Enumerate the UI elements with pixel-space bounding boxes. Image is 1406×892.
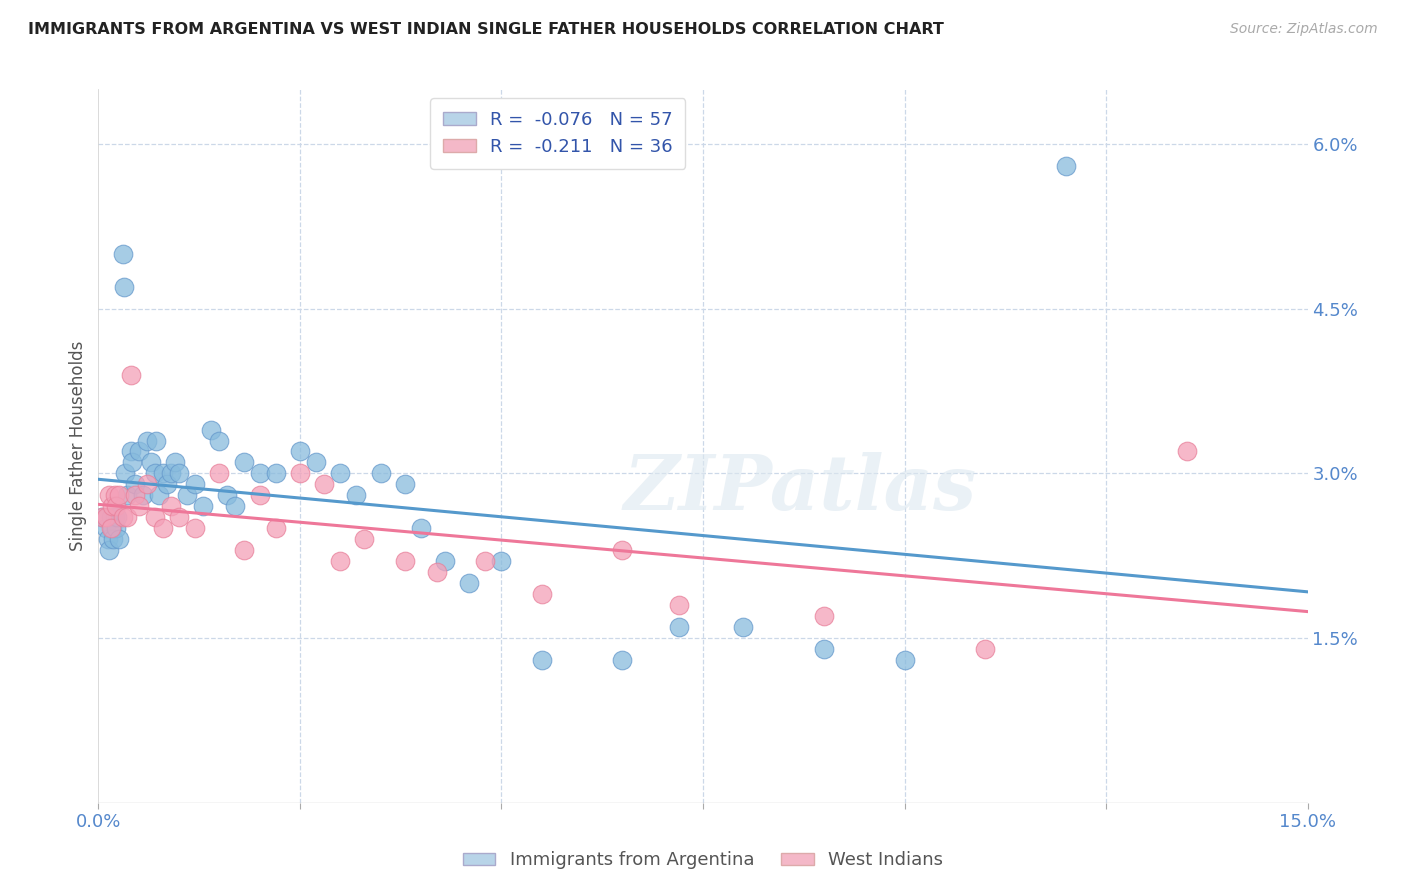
Point [103, 510, 125, 524]
Point [124, 488, 146, 502]
Point [249, 488, 271, 502]
Point [91, 510, 114, 524]
Point [530, 653, 553, 667]
Point [143, 467, 166, 481]
Point [370, 467, 392, 481]
Point [612, 543, 634, 558]
Point [115, 510, 138, 524]
Text: ZIPatlas: ZIPatlas [623, 452, 976, 525]
Point [434, 554, 457, 568]
Point [156, 477, 179, 491]
Point [112, 280, 135, 294]
Point [232, 543, 254, 558]
Text: Source: ZipAtlas.com: Source: ZipAtlas.com [1230, 22, 1378, 37]
Point [114, 467, 136, 481]
Point [128, 444, 150, 458]
Point [135, 477, 157, 491]
Point [101, 533, 124, 547]
Point [458, 576, 481, 591]
Text: IMMIGRANTS FROM ARGENTINA VS WEST INDIAN SINGLE FATHER HOUSEHOLDS CORRELATION CH: IMMIGRANTS FROM ARGENTINA VS WEST INDIAN… [28, 22, 943, 37]
Point [474, 554, 496, 568]
Point [329, 554, 352, 568]
Point [193, 500, 215, 514]
Point [97, 533, 120, 547]
Point [733, 620, 755, 634]
Point [100, 510, 122, 524]
Point [139, 455, 162, 469]
Point [120, 368, 142, 382]
Point [128, 500, 150, 514]
Point [893, 653, 915, 667]
Point [668, 620, 690, 634]
Legend: R =  -0.076   N = 57, R =  -0.211   N = 36: R = -0.076 N = 57, R = -0.211 N = 36 [430, 98, 685, 169]
Y-axis label: Single Father Households: Single Father Households [69, 341, 87, 551]
Point [143, 510, 166, 524]
Point [329, 467, 352, 481]
Point [111, 247, 134, 261]
Point [91, 510, 114, 524]
Point [160, 500, 183, 514]
Point [132, 488, 155, 502]
Point [249, 467, 271, 481]
Point [668, 598, 690, 612]
Point [232, 455, 254, 469]
Point [96, 510, 118, 524]
Point [184, 521, 207, 535]
Point [353, 533, 375, 547]
Point [426, 566, 449, 580]
Point [200, 423, 222, 437]
Point [100, 521, 122, 535]
Point [184, 477, 207, 491]
Point [105, 500, 128, 514]
Point [813, 642, 835, 657]
Point [1054, 159, 1077, 173]
Point [217, 488, 239, 502]
Point [105, 510, 128, 524]
Point [394, 477, 416, 491]
Point [224, 500, 246, 514]
Point [344, 488, 367, 502]
Point [120, 444, 142, 458]
Point [167, 510, 190, 524]
Point [101, 500, 124, 514]
Point [208, 467, 231, 481]
Point [124, 477, 146, 491]
Point [167, 467, 190, 481]
Point [264, 521, 287, 535]
Point [1175, 444, 1198, 458]
Point [208, 434, 231, 448]
Point [491, 554, 513, 568]
Point [135, 434, 157, 448]
Point [96, 521, 118, 535]
Point [288, 444, 311, 458]
Point [148, 488, 170, 502]
Point [305, 455, 328, 469]
Point [288, 467, 311, 481]
Point [107, 533, 129, 547]
Legend: Immigrants from Argentina, West Indians: Immigrants from Argentina, West Indians [454, 842, 952, 879]
Point [160, 467, 183, 481]
Point [101, 521, 124, 535]
Point [314, 477, 336, 491]
Point [97, 543, 120, 558]
Point [121, 455, 143, 469]
Point [97, 488, 120, 502]
Point [107, 488, 129, 502]
Point [115, 488, 138, 502]
Point [111, 510, 134, 524]
Point [163, 455, 186, 469]
Point [264, 467, 287, 481]
Point [103, 488, 125, 502]
Point [974, 642, 997, 657]
Point [394, 554, 416, 568]
Point [176, 488, 198, 502]
Point [813, 609, 835, 624]
Point [409, 521, 432, 535]
Point [145, 434, 167, 448]
Point [152, 467, 174, 481]
Point [105, 521, 128, 535]
Point [612, 653, 634, 667]
Point [530, 587, 553, 601]
Point [152, 521, 174, 535]
